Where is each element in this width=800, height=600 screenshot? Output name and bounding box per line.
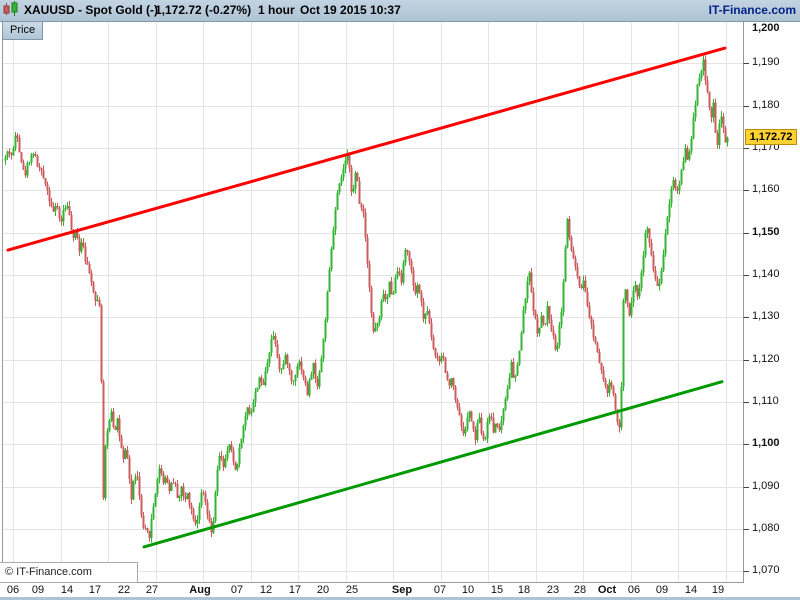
x-tick-label: 09 [655, 584, 669, 596]
brand-link[interactable]: IT-Finance.com [708, 3, 796, 17]
header-bar: XAUUSD - Spot Gold (-) 1,172.72 (-0.27%)… [0, 0, 800, 22]
y-tick-label: 1,090 [752, 479, 780, 492]
instrument-title: XAUUSD - Spot Gold (-) [24, 3, 158, 17]
y-tick-label: 1,160 [752, 183, 780, 196]
current-price-badge: 1,172.72 [745, 129, 797, 145]
trendlines-group [6, 46, 727, 549]
y-tick-label: 1,120 [752, 352, 780, 365]
datetime-label: Oct 19 2015 10:37 [300, 3, 401, 17]
x-tick-label: 07 [433, 584, 447, 596]
x-tick-label: 28 [573, 584, 587, 596]
timeframe-label: 1 hour [258, 3, 295, 17]
x-tick-label: Aug [189, 584, 211, 596]
x-tick-label: Sep [391, 584, 413, 596]
x-tick-label: 27 [145, 584, 159, 596]
last-price-and-change: 1,172.72 (-0.27%) [155, 3, 252, 17]
y-tick-label: 1,070 [752, 564, 780, 577]
x-tick-label: 10 [461, 584, 475, 596]
x-tick-label: 12 [259, 584, 273, 596]
x-tick-label: 18 [517, 584, 531, 596]
copyright-label: © IT-Finance.com [0, 562, 138, 583]
y-tick-label: 1,080 [752, 522, 780, 535]
y-tick-label: 1,100 [752, 437, 780, 450]
trendline-resistance[interactable] [6, 46, 727, 252]
y-tick-label: 1,180 [752, 98, 780, 111]
x-tick-label: 19 [711, 584, 725, 596]
x-axis[interactable]: 06 09 14 17 22 27 Aug 07 12 17 20 25 Sep 07 10 15 18 23 28… [0, 584, 800, 597]
x-tick-label: 23 [546, 584, 560, 596]
x-tick-label: 07 [230, 584, 244, 596]
y-tick-label: 1,140 [752, 268, 780, 281]
x-tick-label: 09 [31, 584, 45, 596]
y-tick-label: 1,130 [752, 310, 780, 323]
x-tick-label: Oct [597, 584, 617, 596]
y-axis[interactable]: 1,172.72 1,070 1,080 1,090 1,100 1,110 1,120 1… [743, 0, 800, 600]
tab-price[interactable]: Price [2, 21, 44, 40]
x-tick-label: 06 [6, 584, 20, 596]
x-tick-label: 14 [60, 584, 74, 596]
x-tick-label: 15 [490, 584, 504, 596]
y-tick-label: 1,150 [752, 225, 780, 238]
x-tick-label: 22 [117, 584, 131, 596]
candles-group [4, 55, 729, 543]
y-tick-label: 1,200 [752, 22, 780, 34]
x-tick-label: 14 [684, 584, 698, 596]
x-tick-label: 20 [316, 584, 330, 596]
y-tick-label: 1,110 [752, 395, 779, 408]
x-tick-label: 17 [288, 584, 302, 596]
x-tick-label: 25 [345, 584, 359, 596]
candlestick-icon [3, 0, 20, 24]
gridlines-group [2, 21, 749, 583]
trendline-support[interactable] [142, 380, 724, 549]
y-tick-label: 1,190 [752, 56, 780, 69]
x-tick-label: 06 [627, 584, 641, 596]
x-tick-label: 17 [88, 584, 102, 596]
bottom-strip [0, 597, 800, 600]
